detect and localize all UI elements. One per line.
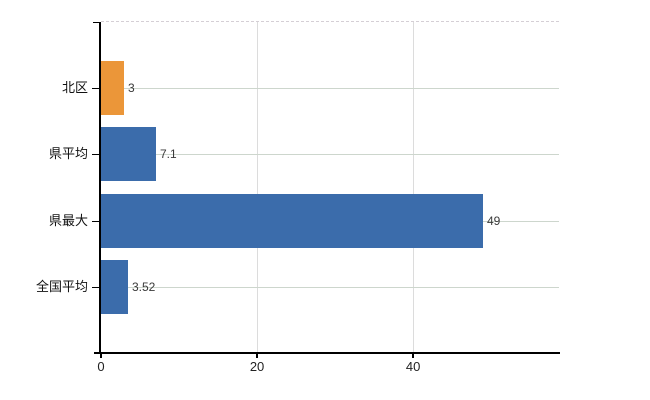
y-axis-end-tick: [93, 22, 101, 23]
y-gridline: [101, 88, 559, 89]
category-label: 北区: [61, 80, 88, 95]
x-axis-line: [94, 352, 560, 354]
y-axis-tick: [92, 88, 101, 89]
category-label: 県平均: [48, 146, 88, 161]
x-gridline: [412, 22, 414, 353]
plot-area: 3 7.1 49 3.52: [101, 22, 559, 353]
bar-県平均[interactable]: [101, 127, 156, 181]
x-axis-tick: [100, 353, 102, 358]
x-axis-tick: [412, 353, 415, 358]
x-tick-label: 0: [97, 359, 105, 374]
plot-top-border: [101, 21, 559, 22]
value-label: 3: [128, 81, 135, 95]
value-label: 49: [487, 214, 501, 228]
value-label: 7.1: [160, 147, 177, 161]
x-tick-label: 40: [405, 359, 421, 374]
category-label: 全国平均: [35, 279, 88, 294]
bar-全国平均[interactable]: [101, 260, 128, 314]
y-axis-tick: [92, 154, 101, 155]
x-gridline: [256, 22, 258, 353]
bar-県最大[interactable]: [101, 194, 483, 248]
category-label: 県最大: [48, 213, 88, 228]
x-tick-label: 20: [249, 359, 265, 374]
bar-北区[interactable]: [101, 61, 124, 115]
y-axis-line: [99, 22, 101, 353]
value-label: 3.52: [132, 280, 156, 294]
x-axis-tick: [256, 353, 259, 358]
y-gridline: [101, 287, 559, 288]
y-axis-tick: [92, 287, 101, 288]
y-gridline: [101, 154, 559, 155]
y-axis-tick: [92, 221, 101, 222]
